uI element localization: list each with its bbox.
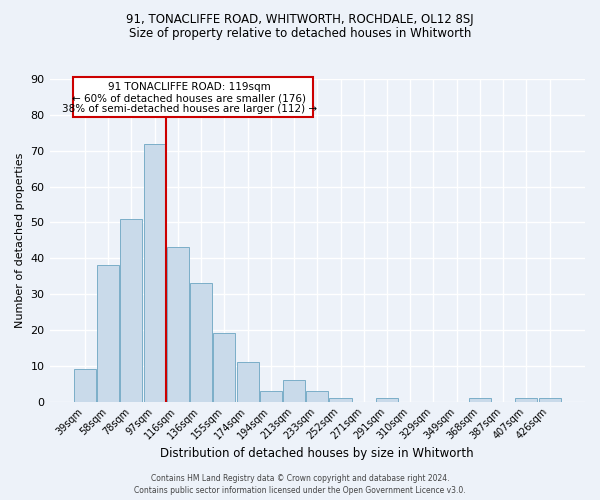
Y-axis label: Number of detached properties: Number of detached properties	[15, 152, 25, 328]
Bar	[376, 398, 398, 402]
Text: Size of property relative to detached houses in Whitworth: Size of property relative to detached ho…	[129, 28, 471, 40]
Bar	[260, 391, 282, 402]
Text: ← 60% of detached houses are smaller (176): ← 60% of detached houses are smaller (17…	[73, 94, 307, 104]
X-axis label: Distribution of detached houses by size in Whitworth: Distribution of detached houses by size …	[160, 447, 474, 460]
Text: 38% of semi-detached houses are larger (112) →: 38% of semi-detached houses are larger (…	[62, 104, 317, 114]
Text: 91, TONACLIFFE ROAD, WHITWORTH, ROCHDALE, OL12 8SJ: 91, TONACLIFFE ROAD, WHITWORTH, ROCHDALE…	[126, 12, 474, 26]
Bar	[236, 362, 259, 402]
Bar	[73, 77, 313, 116]
Bar	[213, 334, 235, 402]
Bar	[515, 398, 538, 402]
Bar	[190, 284, 212, 402]
Text: 91 TONACLIFFE ROAD: 119sqm: 91 TONACLIFFE ROAD: 119sqm	[108, 82, 271, 92]
Bar	[74, 370, 96, 402]
Bar	[329, 398, 352, 402]
Bar	[167, 248, 189, 402]
Bar	[306, 391, 328, 402]
Bar	[97, 266, 119, 402]
Bar	[539, 398, 560, 402]
Bar	[469, 398, 491, 402]
Bar	[143, 144, 166, 402]
Bar	[283, 380, 305, 402]
Text: Contains HM Land Registry data © Crown copyright and database right 2024.
Contai: Contains HM Land Registry data © Crown c…	[134, 474, 466, 495]
Bar	[121, 219, 142, 402]
